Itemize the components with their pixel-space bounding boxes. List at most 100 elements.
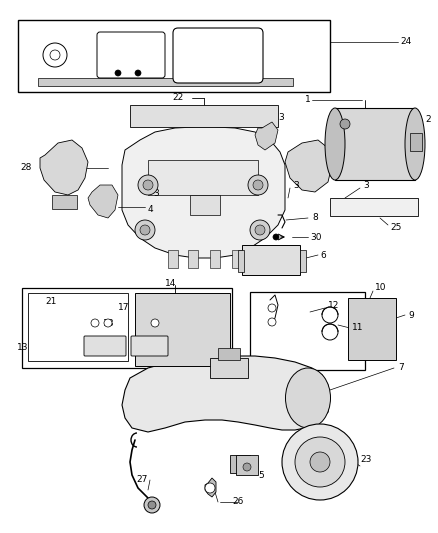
Circle shape (340, 119, 350, 129)
Bar (168, 250, 178, 268)
Circle shape (268, 304, 276, 312)
Ellipse shape (405, 108, 425, 180)
Text: 29: 29 (340, 157, 351, 166)
Bar (22, 288, 232, 368)
Circle shape (310, 452, 330, 472)
Text: 23: 23 (360, 456, 371, 464)
Circle shape (138, 175, 158, 195)
Bar (18, 20, 330, 92)
Circle shape (50, 50, 60, 60)
Bar (250, 292, 365, 370)
Text: 13: 13 (17, 343, 28, 352)
Polygon shape (122, 127, 285, 258)
Text: 22: 22 (172, 93, 183, 102)
Circle shape (268, 318, 276, 326)
Circle shape (322, 324, 338, 340)
Bar (410, 133, 422, 151)
Text: 3: 3 (330, 150, 336, 159)
Bar (238, 250, 244, 272)
Polygon shape (40, 140, 88, 195)
Bar (210, 250, 220, 268)
Polygon shape (205, 478, 216, 497)
Circle shape (248, 175, 268, 195)
Text: 25: 25 (390, 223, 401, 232)
Bar (232, 250, 242, 268)
Bar (28, 293, 128, 361)
Bar (236, 455, 258, 475)
Text: 26: 26 (232, 497, 244, 506)
Bar (148, 160, 258, 195)
Circle shape (115, 70, 121, 76)
Text: 2: 2 (425, 116, 431, 125)
Bar (52, 195, 77, 209)
Bar (330, 198, 418, 216)
Text: 14: 14 (165, 279, 177, 287)
Bar (190, 195, 220, 215)
Circle shape (243, 463, 251, 471)
Bar (135, 293, 230, 366)
Text: 3: 3 (153, 189, 159, 198)
FancyBboxPatch shape (131, 336, 168, 356)
Bar (242, 245, 300, 275)
Text: 4: 4 (148, 206, 154, 214)
Bar (218, 348, 240, 360)
Text: 6: 6 (320, 251, 326, 260)
Circle shape (253, 180, 263, 190)
Text: 27: 27 (137, 475, 148, 484)
Bar (210, 358, 248, 378)
Text: 17: 17 (118, 303, 130, 311)
Circle shape (143, 180, 153, 190)
Text: 10: 10 (375, 284, 386, 293)
Text: 7: 7 (398, 364, 404, 373)
Circle shape (43, 43, 67, 67)
Bar (348, 298, 396, 360)
FancyBboxPatch shape (97, 32, 165, 78)
Circle shape (322, 307, 338, 323)
Bar (230, 455, 250, 473)
Polygon shape (122, 356, 330, 432)
Text: 1: 1 (305, 95, 311, 104)
Polygon shape (255, 122, 278, 150)
Circle shape (148, 501, 156, 509)
Polygon shape (88, 185, 118, 218)
Bar (130, 105, 278, 127)
Bar (252, 250, 262, 268)
Text: 19: 19 (160, 319, 172, 327)
Text: 28: 28 (20, 164, 32, 173)
Text: 20: 20 (158, 335, 170, 344)
Circle shape (151, 319, 159, 327)
Text: 11: 11 (352, 324, 364, 333)
Text: 16: 16 (148, 303, 159, 311)
Circle shape (135, 70, 141, 76)
Circle shape (255, 225, 265, 235)
Ellipse shape (325, 108, 345, 180)
Text: 18: 18 (103, 319, 114, 327)
Text: 15: 15 (105, 343, 117, 351)
Text: 12: 12 (328, 301, 339, 310)
Text: 8: 8 (312, 214, 318, 222)
Circle shape (205, 483, 215, 493)
Polygon shape (285, 140, 332, 192)
Text: 3: 3 (293, 181, 299, 190)
Circle shape (91, 319, 99, 327)
Circle shape (135, 220, 155, 240)
Text: 3: 3 (363, 181, 369, 190)
Circle shape (295, 437, 345, 487)
Text: 30: 30 (310, 232, 321, 241)
Text: 24: 24 (400, 37, 411, 46)
Text: 5: 5 (258, 472, 264, 481)
Circle shape (140, 225, 150, 235)
Circle shape (282, 424, 358, 500)
Bar (335, 108, 415, 180)
Text: 9: 9 (408, 311, 414, 319)
Bar (38, 78, 293, 86)
FancyBboxPatch shape (173, 28, 263, 83)
FancyBboxPatch shape (84, 336, 126, 356)
Circle shape (273, 234, 279, 240)
Ellipse shape (286, 368, 331, 428)
Text: 21: 21 (45, 297, 57, 306)
Circle shape (250, 220, 270, 240)
Circle shape (144, 497, 160, 513)
Circle shape (104, 319, 112, 327)
Bar (188, 250, 198, 268)
